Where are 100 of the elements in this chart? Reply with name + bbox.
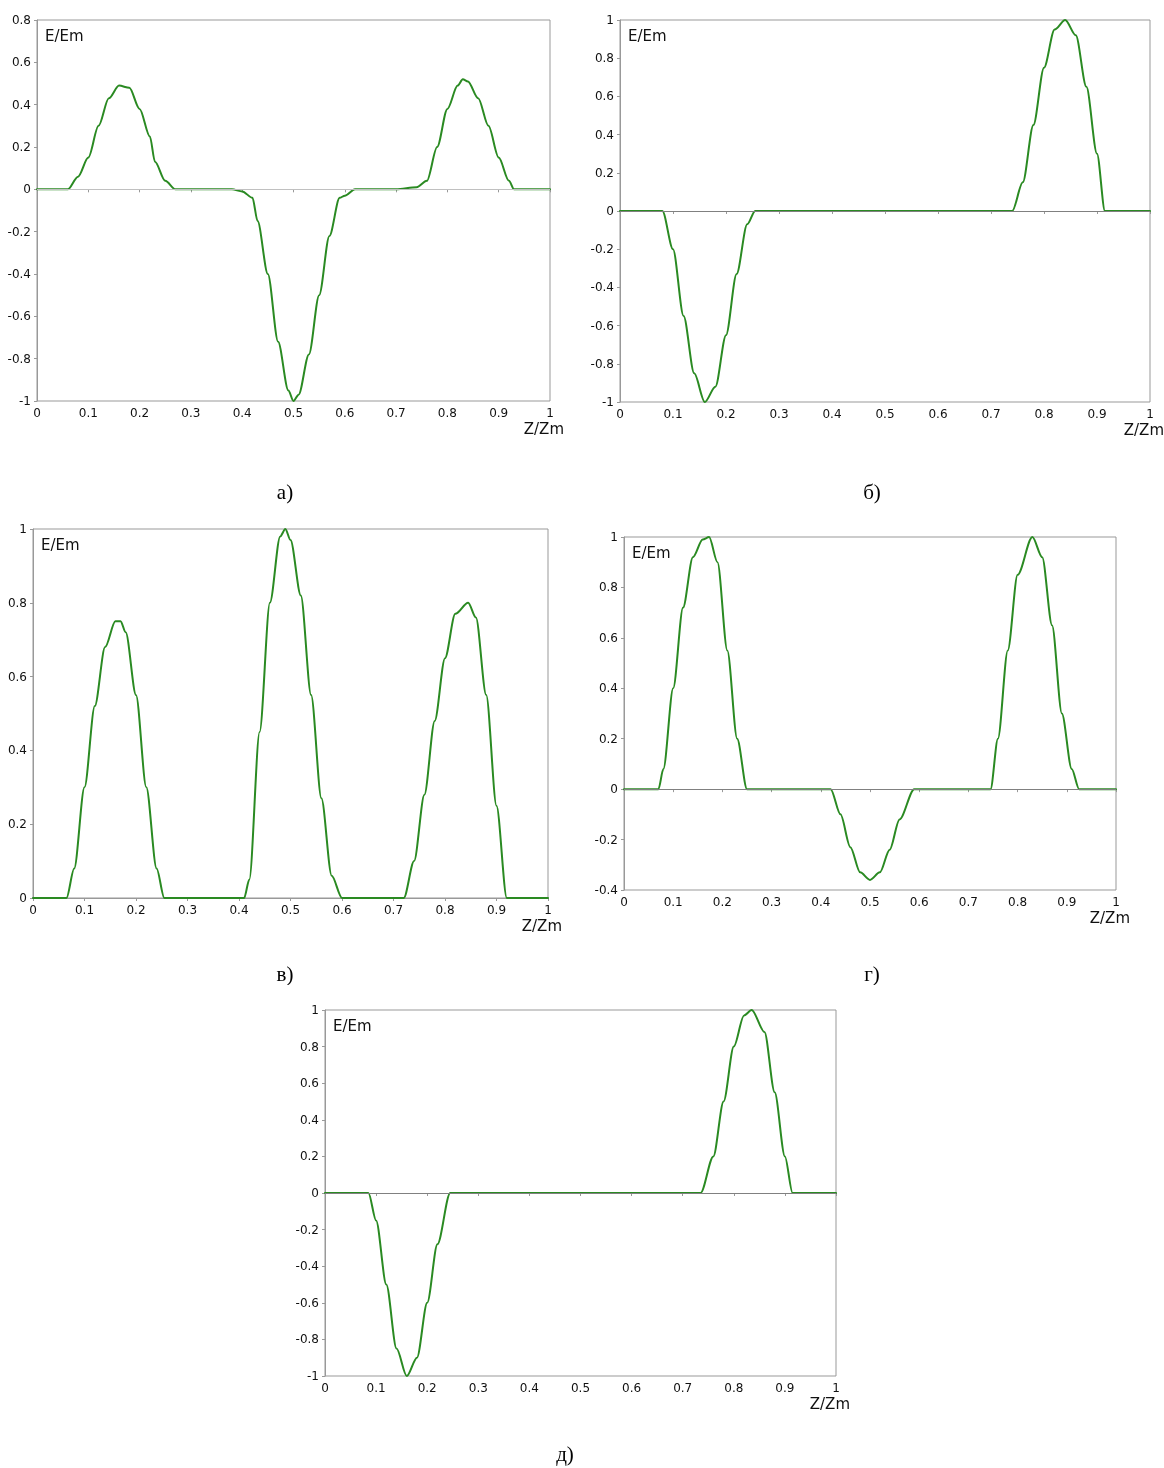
x-tick-label: 0.5: [875, 407, 895, 421]
text: г): [864, 961, 880, 986]
line-series: [623, 536, 1117, 881]
x-tick-label: 1: [1112, 895, 1120, 909]
text: б): [863, 479, 881, 504]
x-tick-label: 0.1: [663, 895, 683, 909]
y-tick-label: -1: [19, 394, 31, 408]
y-tick-label: 0.4: [11, 97, 31, 112]
x-tick-label: 0.7: [673, 1381, 693, 1395]
y-tick-label: 0: [610, 782, 618, 797]
x-tick-label: 0.4: [811, 895, 831, 909]
y-tick-label: 0.2: [11, 140, 31, 154]
y-tick-label: -0.8: [295, 1332, 319, 1347]
y-axis-title: E/Em: [45, 26, 84, 45]
x-tick-label: 0.6: [622, 1381, 642, 1395]
x-tick-label: 1: [832, 1381, 840, 1395]
x-tick-label: 0.9: [1087, 407, 1107, 421]
y-tick-label: 0.2: [594, 165, 614, 180]
x-tick-label: 0.1: [366, 1381, 386, 1395]
x-tick-label: 0.4: [519, 1381, 539, 1395]
y-tick-label: 0.2: [299, 1149, 319, 1164]
x-axis-title: Z/Zm: [521, 916, 562, 935]
y-tick-label: -0.4: [295, 1259, 319, 1274]
y-tick-label: -0.4: [594, 883, 618, 897]
y-tick-label: 0: [23, 182, 31, 197]
x-tick-label: 0.7: [383, 903, 404, 917]
x-tick-label: 0.8: [1008, 895, 1028, 909]
x-tick-label: 0.6: [909, 895, 929, 909]
x-tick-label: 0.8: [1034, 407, 1054, 421]
y-tick-label: 1: [610, 530, 618, 544]
line-series: [324, 1009, 837, 1377]
x-tick-label: 0.4: [822, 407, 842, 421]
x-tick-label: 0.8: [724, 1381, 744, 1395]
x-tick-label: 1: [1146, 407, 1154, 421]
y-tick-label: 0.4: [594, 127, 614, 142]
x-tick-label: 0.9: [489, 406, 509, 420]
y-tick-label: 0.4: [7, 743, 27, 758]
y-tick-label: 0.6: [598, 630, 618, 645]
x-tick-label: 0: [321, 1381, 329, 1395]
x-tick-label: 0.2: [716, 407, 736, 421]
y-tick-label: 0.4: [299, 1112, 319, 1127]
y-tick-label: 0.8: [598, 580, 618, 595]
x-tick-label: 0.5: [280, 903, 301, 917]
line-series: [619, 19, 1151, 403]
y-axis-title: E/Em: [333, 1016, 372, 1035]
x-tick-label: 0.7: [981, 407, 1001, 421]
y-tick-label: 0.4: [598, 681, 618, 696]
x-tick-label: 0.5: [860, 895, 880, 909]
y-tick-label: 0.8: [7, 595, 27, 610]
y-tick-label: -0.2: [7, 224, 31, 239]
y-tick-label: -0.2: [594, 832, 618, 847]
y-tick-label: -0.6: [590, 318, 614, 333]
x-tick-label: 0.2: [712, 895, 732, 909]
y-tick-label: 0: [311, 1186, 319, 1200]
y-tick-label: -1: [602, 395, 614, 409]
x-tick-label: 0.3: [181, 406, 201, 420]
y-tick-label: -0.6: [295, 1295, 319, 1310]
x-tick-label: 1: [546, 406, 554, 420]
x-tick-label: 0.9: [486, 903, 507, 917]
x-tick-label: 0.5: [570, 1381, 591, 1395]
x-tick-label: 0.2: [126, 903, 146, 917]
x-tick-label: 0.4: [229, 903, 249, 917]
y-axis-title: E/Em: [632, 543, 671, 562]
y-tick-label: 0.2: [598, 731, 618, 746]
x-tick-label: 0.1: [78, 406, 98, 420]
y-tick-label: -0.2: [295, 1222, 319, 1237]
y-tick-label: 0.6: [299, 1076, 319, 1091]
y-tick-label: 0.8: [11, 13, 31, 27]
y-tick-label: 0.8: [594, 51, 614, 66]
y-tick-label: -0.6: [7, 309, 31, 324]
x-tick-label: 0.6: [928, 407, 948, 421]
x-tick-label: 0.2: [417, 1381, 437, 1395]
y-tick-label: -0.8: [590, 356, 614, 371]
x-tick-label: 0.1: [74, 903, 95, 917]
text: д): [556, 1441, 574, 1466]
y-axis-title: E/Em: [41, 535, 80, 554]
y-tick-label: 1: [311, 1003, 319, 1017]
x-tick-label: 0: [620, 895, 628, 909]
x-tick-label: 0.8: [435, 903, 455, 917]
y-tick-label: 0.6: [594, 89, 614, 104]
x-tick-label: 0.7: [958, 895, 978, 909]
y-tick-label: -0.4: [590, 280, 614, 295]
y-tick-label: 1: [606, 13, 614, 27]
line-series: [32, 528, 549, 899]
y-axis-title: E/Em: [628, 26, 667, 45]
y-tick-label: 0: [606, 204, 614, 218]
line-series: [36, 78, 551, 402]
text: в): [276, 961, 294, 986]
x-tick-label: 1: [544, 903, 552, 917]
x-tick-label: 0.6: [332, 903, 352, 917]
y-tick-label: -0.4: [7, 267, 31, 281]
y-tick-label: -0.2: [590, 242, 614, 257]
x-tick-label: 0.6: [335, 406, 355, 420]
x-axis-title: Z/Zm: [1123, 420, 1164, 439]
x-tick-label: 0.1: [663, 407, 683, 421]
y-tick-label: 0.8: [299, 1039, 319, 1054]
x-tick-label: 0.2: [130, 406, 150, 420]
x-tick-label: 0.5: [283, 406, 304, 420]
y-tick-label: 1: [19, 522, 27, 536]
x-axis-title: Z/Zm: [809, 1394, 850, 1413]
